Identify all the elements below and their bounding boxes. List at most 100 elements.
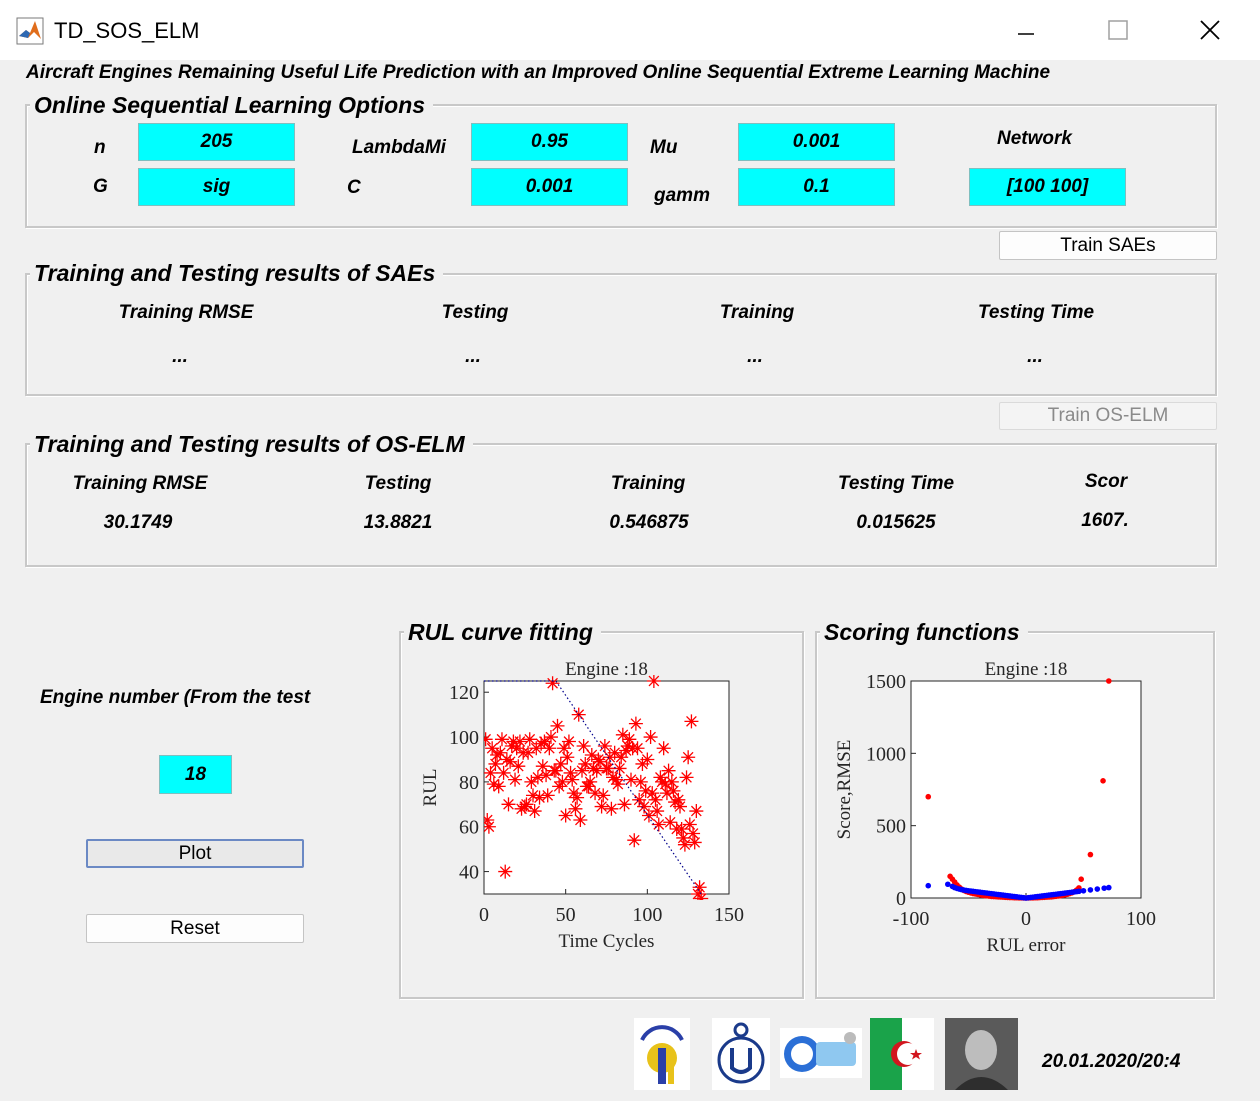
predicted-rul-point xyxy=(690,887,705,900)
predicted-rul-point xyxy=(532,790,547,805)
mu-input[interactable]: 0.001 xyxy=(738,123,895,161)
network-label: Network xyxy=(997,128,1072,149)
oselm-header-testing: Testing xyxy=(364,473,432,494)
predicted-rul-point xyxy=(592,754,607,769)
c-label: C xyxy=(347,177,361,198)
predicted-rul-point xyxy=(658,777,673,792)
predicted-rul-point xyxy=(539,768,554,783)
predicted-rul-point xyxy=(646,675,661,688)
score-point xyxy=(1087,851,1094,858)
y-tick-label: 0 xyxy=(896,888,906,910)
plot-button[interactable]: Plot xyxy=(86,839,304,868)
n-label: n xyxy=(94,137,106,158)
author-photo xyxy=(945,1018,1018,1090)
oselm-panel xyxy=(25,443,1217,567)
predicted-rul-point xyxy=(640,752,655,767)
saes-header-training-rmse: Training RMSE xyxy=(118,302,254,323)
close-button[interactable] xyxy=(1180,10,1240,50)
g-input[interactable]: sig xyxy=(138,168,295,206)
minimize-button[interactable] xyxy=(996,10,1056,50)
predicted-rul-point xyxy=(548,763,563,778)
lambda-input[interactable]: 0.95 xyxy=(471,123,628,161)
saes-panel-title: Training and Testing results of SAEs xyxy=(30,260,444,287)
predicted-rul-point xyxy=(627,833,642,848)
g-label: G xyxy=(93,176,108,197)
predicted-rul-point xyxy=(682,817,697,832)
score-point xyxy=(1100,778,1106,784)
predicted-rul-point xyxy=(689,804,704,819)
predicted-rul-point xyxy=(486,777,501,792)
predicted-rul-point xyxy=(633,774,648,789)
maximize-button[interactable] xyxy=(1088,10,1148,50)
predicted-rul-point xyxy=(527,804,542,819)
engine-number-input[interactable]: 18 xyxy=(159,755,232,794)
saes-header-training: Training xyxy=(719,302,795,323)
predicted-rul-point xyxy=(550,718,565,733)
y-tick-label: 40 xyxy=(459,862,479,884)
predicted-rul-point xyxy=(555,774,570,789)
algeria-flag xyxy=(870,1018,934,1090)
predicted-rul-point xyxy=(594,799,609,814)
predicted-rul-point xyxy=(509,741,524,756)
c-input[interactable]: 0.001 xyxy=(471,168,628,206)
plot-marks xyxy=(484,675,709,900)
plot-area xyxy=(483,680,730,895)
x-tick-label: 50 xyxy=(556,904,576,926)
saes-header-testing: Testing xyxy=(441,302,509,323)
gamm-input[interactable]: 0.1 xyxy=(738,168,895,206)
oselm-value-training-rmse: 30.1749 xyxy=(103,512,173,533)
predicted-rul-point xyxy=(566,786,581,801)
predicted-rul-point xyxy=(484,813,495,828)
predicted-rul-point xyxy=(650,804,665,819)
predicted-rul-point xyxy=(687,835,702,850)
y-tick-label: 1500 xyxy=(866,671,906,693)
predicted-rul-point xyxy=(677,837,692,852)
predicted-rul-point xyxy=(558,808,573,823)
predicted-rul-point xyxy=(526,788,540,803)
title-bar xyxy=(0,0,1260,60)
n-input[interactable]: 205 xyxy=(138,123,295,161)
engine-number-label: Engine number (From the test xyxy=(40,687,311,708)
predicted-rul-point xyxy=(511,759,526,774)
oselm-value-score: 1607. xyxy=(1081,510,1129,531)
window-title: TD_SOS_ELM xyxy=(54,18,200,43)
predicted-rul-point xyxy=(540,788,555,803)
predicted-rul-point xyxy=(671,792,686,807)
predicted-rul-point xyxy=(490,747,505,762)
predicted-rul-point xyxy=(624,772,638,787)
options-panel-title: Online Sequential Learning Options xyxy=(30,92,434,119)
saes-panel xyxy=(25,273,1217,396)
predicted-rul-point xyxy=(553,756,568,771)
predicted-rul-point xyxy=(543,730,558,745)
predicted-rul-point xyxy=(560,750,575,765)
train-saes-button[interactable]: Train SAEs xyxy=(999,231,1217,260)
x-tick-label: 0 xyxy=(479,904,489,926)
x-axis-label: RUL error xyxy=(987,935,1067,956)
predicted-rul-point xyxy=(692,880,707,895)
predicted-rul-point xyxy=(645,786,660,801)
oselm-header-training: Training xyxy=(610,473,686,494)
reset-button[interactable]: Reset xyxy=(86,914,304,943)
options-panel xyxy=(25,104,1217,228)
oselm-value-testing: 13.8821 xyxy=(363,512,433,533)
predicted-rul-point xyxy=(606,770,621,785)
predicted-rul-point xyxy=(617,797,632,812)
predicted-rul-point xyxy=(499,752,514,767)
saes-value-training: ... xyxy=(747,346,763,367)
predicted-rul-point xyxy=(661,763,676,778)
lap-logo xyxy=(780,1028,862,1078)
network-input[interactable]: [100 100] xyxy=(969,168,1126,206)
predicted-rul-point xyxy=(578,756,593,771)
x-tick-label: 100 xyxy=(1126,908,1156,930)
x-tick-label: -100 xyxy=(893,908,930,930)
plot-marks xyxy=(925,678,1112,901)
predicted-rul-point xyxy=(679,770,694,785)
train-oselm-button[interactable]: Train OS-ELM xyxy=(999,402,1217,430)
predicted-rul-point xyxy=(612,761,627,776)
predicted-rul-point xyxy=(653,770,668,785)
predicted-rul-point xyxy=(530,770,545,785)
predicted-rul-point xyxy=(666,783,681,798)
rmse-point xyxy=(1106,884,1112,891)
mu-label: Mu xyxy=(650,137,678,158)
predicted-rul-point xyxy=(496,765,511,780)
